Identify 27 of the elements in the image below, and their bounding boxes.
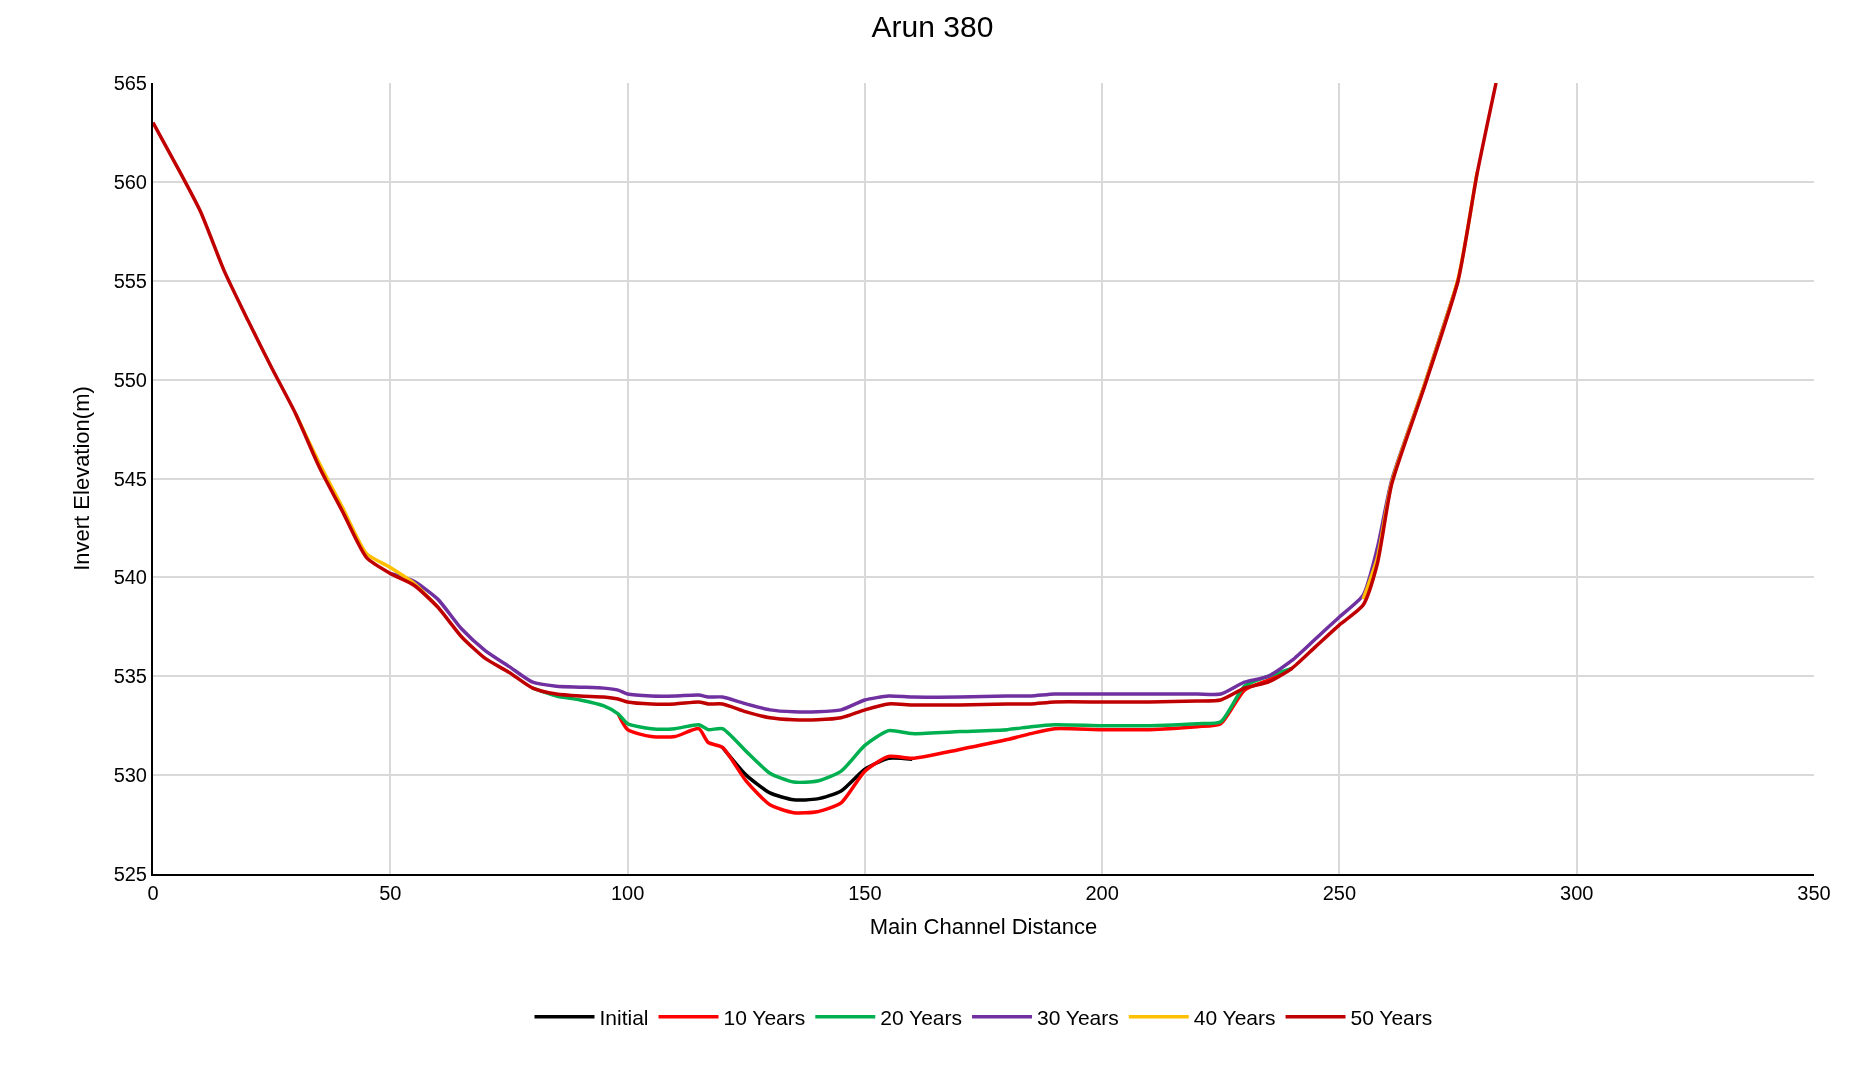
x-tick-label: 300 bbox=[1560, 882, 1594, 904]
legend-label: 40 Years bbox=[1193, 1005, 1276, 1029]
y-tick-label: 555 bbox=[113, 269, 147, 292]
legend-label: 20 Years bbox=[880, 1005, 963, 1029]
x-tick-label: 350 bbox=[1797, 882, 1831, 904]
legend-label: 50 Years bbox=[1350, 1005, 1433, 1029]
y-tick-label: 525 bbox=[113, 863, 147, 885]
legend-label: 10 Years bbox=[723, 1005, 806, 1029]
chart-title: Arun 380 bbox=[871, 10, 994, 44]
y-axis-title: Invert Elevation(m) bbox=[68, 386, 94, 571]
legend-label: 30 Years bbox=[1037, 1005, 1119, 1029]
y-tick-label: 560 bbox=[113, 170, 147, 193]
y-tick-label: 550 bbox=[113, 368, 147, 391]
x-axis-title: Main Channel Distance bbox=[869, 914, 1098, 940]
x-tick-label: 50 bbox=[379, 882, 402, 904]
legend-label: Initial bbox=[599, 1005, 649, 1029]
y-tick-label: 535 bbox=[113, 665, 147, 688]
y-tick-label: 540 bbox=[113, 566, 147, 589]
y-tick-label: 530 bbox=[113, 764, 147, 787]
y-tick-label: 565 bbox=[113, 72, 147, 94]
line-series bbox=[153, 83, 1498, 722]
y-tick-label: 545 bbox=[113, 467, 147, 490]
x-tick-label: 100 bbox=[610, 882, 645, 904]
x-tick-label: 200 bbox=[1085, 882, 1119, 904]
x-tick-label: 150 bbox=[848, 882, 882, 904]
x-tick-label: 250 bbox=[1322, 882, 1357, 904]
x-tick-label: 0 bbox=[147, 882, 159, 904]
